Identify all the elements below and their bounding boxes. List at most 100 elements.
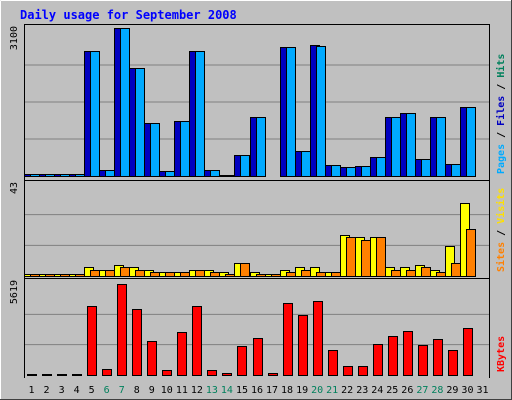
bar-sites-day-22: [346, 237, 356, 277]
bar-sites-day-27: [421, 267, 431, 277]
x-tick-label: 15: [236, 385, 248, 396]
x-tick-label: 1: [29, 385, 35, 396]
bar-sites-day-25: [391, 270, 401, 277]
bar-pages-day-14: [225, 175, 235, 177]
legend-entry: KBytes: [496, 336, 507, 372]
bar-sites-day-12: [195, 270, 205, 277]
legend-entry: /: [496, 126, 507, 144]
x-tick-label: 31: [476, 385, 488, 396]
bar-sites-day-5: [90, 270, 100, 277]
legend-entry: Files: [495, 96, 507, 126]
bar-sites-day-28: [436, 272, 446, 277]
legend-entry: /: [496, 78, 507, 96]
bar-kbytes-day-25: [388, 336, 398, 376]
bar-pages-day-4: [75, 174, 85, 177]
x-tick-label: 6: [104, 385, 110, 396]
bar-kbytes-day-16: [253, 338, 263, 376]
bar-sites-day-20: [316, 272, 326, 277]
legend-entry: Visits: [495, 188, 507, 224]
panel-hits: 3100 Pages / Files / Hits: [9, 24, 507, 180]
x-tick-label: 30: [461, 385, 473, 396]
x-tick-label: 21: [326, 385, 338, 396]
x-tick-label: 24: [371, 385, 383, 396]
x-tick-label: 8: [134, 385, 140, 396]
x-tick-label: 18: [281, 385, 293, 396]
bar-sites-day-1: [30, 274, 40, 277]
x-tick-label: 17: [266, 385, 278, 396]
y-axis-max-label: 43: [9, 182, 20, 194]
bar-pages-day-1: [30, 174, 40, 177]
x-axis-tick-labels: 1 2 3 4 5 6 7 8 9 10 11 12 13 14 15 16 17 18 19 20 21 22 23 24 2…: [29, 385, 489, 396]
x-tick-label: 27: [416, 385, 428, 396]
bar-pages-day-3: [60, 174, 70, 177]
chart-title: Daily usage for September 2008: [20, 8, 237, 22]
bar-pages-day-24: [376, 157, 386, 177]
bar-kbytes-day-10: [162, 370, 172, 376]
bar-kbytes-day-8: [132, 309, 142, 376]
bar-kbytes-day-14: [222, 373, 232, 376]
x-tick-label: 19: [296, 385, 308, 396]
bar-kbytes-day-7: [117, 284, 127, 376]
bar-sites-day-14: [225, 274, 235, 277]
bar-kbytes-day-1: [27, 374, 37, 376]
bar-kbytes-day-24: [373, 344, 383, 376]
bar-sites-day-2: [45, 274, 55, 277]
x-tick-label: 26: [401, 385, 413, 396]
x-tick-label: 9: [149, 385, 155, 396]
x-tick-label: 10: [161, 385, 173, 396]
bar-sites-day-23: [361, 240, 371, 277]
bar-sites-day-13: [210, 272, 220, 277]
bar-sites-day-16: [256, 274, 266, 277]
bar-sites-day-15: [240, 263, 250, 277]
bar-kbytes-day-5: [87, 306, 97, 376]
bar-pages-day-26: [406, 113, 416, 177]
bar-kbytes-day-3: [57, 374, 67, 376]
x-tick-label: 11: [176, 385, 188, 396]
bar-sites-day-24: [376, 237, 386, 277]
x-tick-label: 29: [446, 385, 458, 396]
legend-entry: Hits: [495, 54, 507, 78]
bar-sites-day-9: [150, 272, 160, 277]
bar-sites-day-19: [301, 270, 311, 277]
bar-pages-day-19: [301, 151, 311, 177]
x-tick-label: 14: [221, 385, 233, 396]
x-tick-label: 12: [191, 385, 203, 396]
bar-pages-day-11: [180, 121, 190, 177]
bar-sites-day-8: [135, 270, 145, 277]
panel-kbytes: 5619 KBytes: [9, 278, 507, 378]
bar-kbytes-day-18: [283, 303, 293, 376]
legend-entry: Pages: [496, 144, 507, 174]
bar-sites-day-29: [451, 263, 461, 277]
bar-kbytes-day-17: [268, 373, 278, 376]
bar-sites-day-30: [466, 229, 476, 277]
bar-pages-day-15: [240, 155, 250, 177]
panel-background: [24, 180, 490, 278]
legend-entry: Sites: [495, 242, 507, 272]
bar-pages-day-23: [361, 166, 371, 177]
bar-pages-day-28: [436, 117, 446, 177]
x-tick-label: 3: [59, 385, 65, 396]
bar-pages-day-13: [210, 170, 220, 177]
bar-kbytes-day-19: [298, 315, 308, 376]
x-tick-label: 5: [89, 385, 95, 396]
bar-sites-day-3: [60, 274, 70, 277]
bar-kbytes-day-23: [358, 366, 368, 376]
bar-kbytes-day-27: [418, 345, 428, 376]
bar-sites-day-6: [105, 270, 115, 277]
bar-kbytes-day-4: [72, 374, 82, 376]
bar-sites-day-7: [120, 267, 130, 277]
bar-kbytes-day-21: [328, 350, 338, 376]
bar-kbytes-day-11: [177, 332, 187, 376]
bar-pages-day-9: [150, 123, 160, 177]
bar-sites-day-4: [75, 274, 85, 277]
bar-pages-day-16: [256, 117, 266, 177]
x-tick-label: 25: [386, 385, 398, 396]
bar-kbytes-day-9: [147, 341, 157, 376]
bar-pages-day-22: [346, 167, 356, 177]
bar-sites-day-21: [331, 272, 341, 277]
bar-pages-day-18: [286, 47, 296, 177]
x-tick-label: 4: [74, 385, 80, 396]
bar-pages-day-20: [316, 46, 326, 177]
x-tick-label: 28: [431, 385, 443, 396]
